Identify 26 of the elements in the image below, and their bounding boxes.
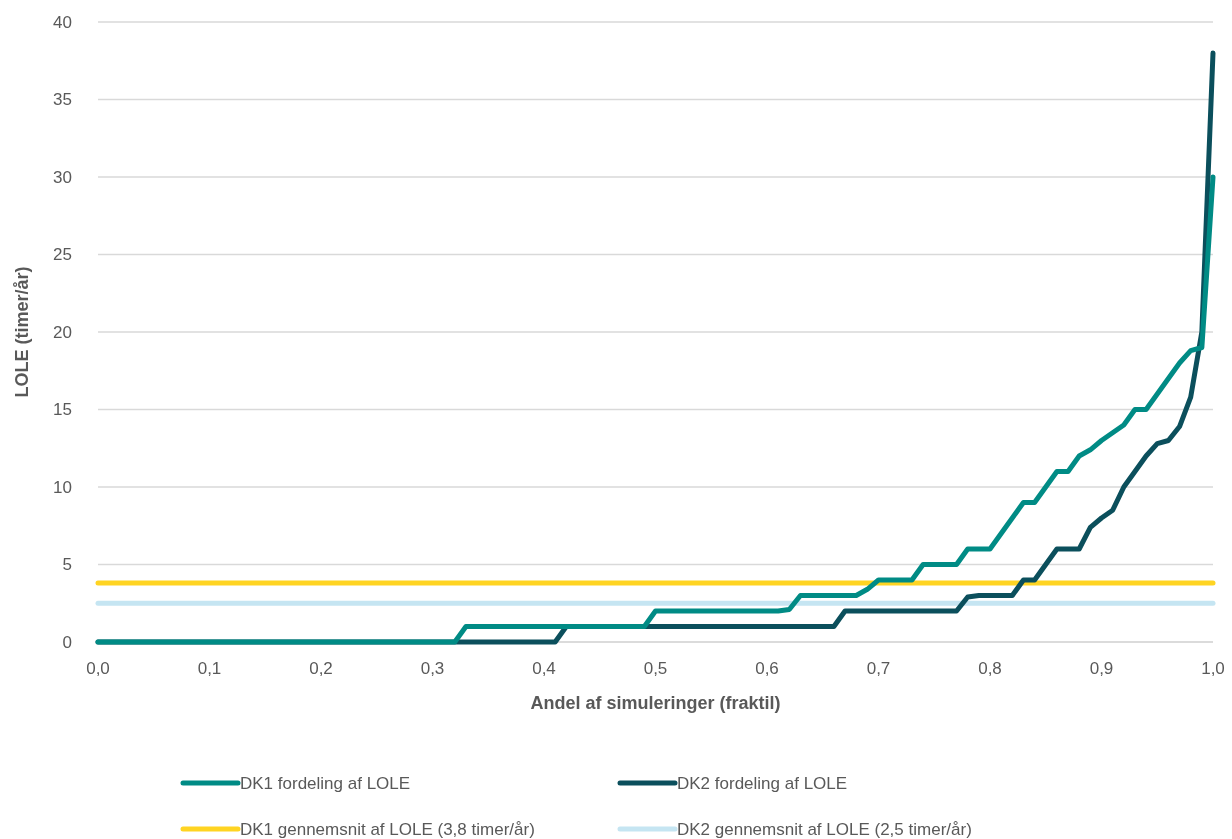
y-tick-label: 15 [53, 400, 72, 420]
y-tick-label: 0 [62, 632, 72, 652]
y-tick-label: 30 [53, 167, 72, 187]
legend-label: DK1 fordeling af LOLE [240, 773, 411, 793]
x-tick-label: 0,1 [197, 659, 222, 678]
x-tick-label: 0,3 [420, 659, 445, 678]
x-tick-label: 0,7 [866, 659, 891, 678]
x-tick-label: 0,6 [755, 659, 779, 678]
x-tick-label: 0,0 [86, 659, 110, 678]
y-tick-label: 5 [62, 555, 72, 575]
x-tick-label: 0,5 [643, 659, 668, 678]
y-tick-label: 35 [53, 90, 72, 110]
x-tick-label: 0,2 [309, 659, 333, 678]
y-tick-label: 20 [53, 322, 72, 342]
y-tick-label: 10 [53, 477, 72, 497]
legend-label: DK2 gennemsnit af LOLE (2,5 timer/år) [677, 819, 972, 839]
x-axis-title: Andel af simuleringer (fraktil) [530, 693, 781, 713]
x-tick-label: 0,8 [978, 659, 1002, 678]
y-tick-label: 25 [53, 245, 72, 265]
legend-label: DK1 gennemsnit af LOLE (3,8 timer/år) [240, 819, 535, 839]
x-tick-label: 0,9 [1089, 659, 1114, 678]
y-tick-label: 40 [53, 12, 72, 32]
legend-label: DK2 fordeling af LOLE [677, 773, 848, 793]
x-tick-label: 0,4 [532, 659, 556, 678]
y-axis-title: LOLE (timer/år) [12, 266, 32, 398]
x-tick-label: 1,0 [1201, 659, 1225, 678]
